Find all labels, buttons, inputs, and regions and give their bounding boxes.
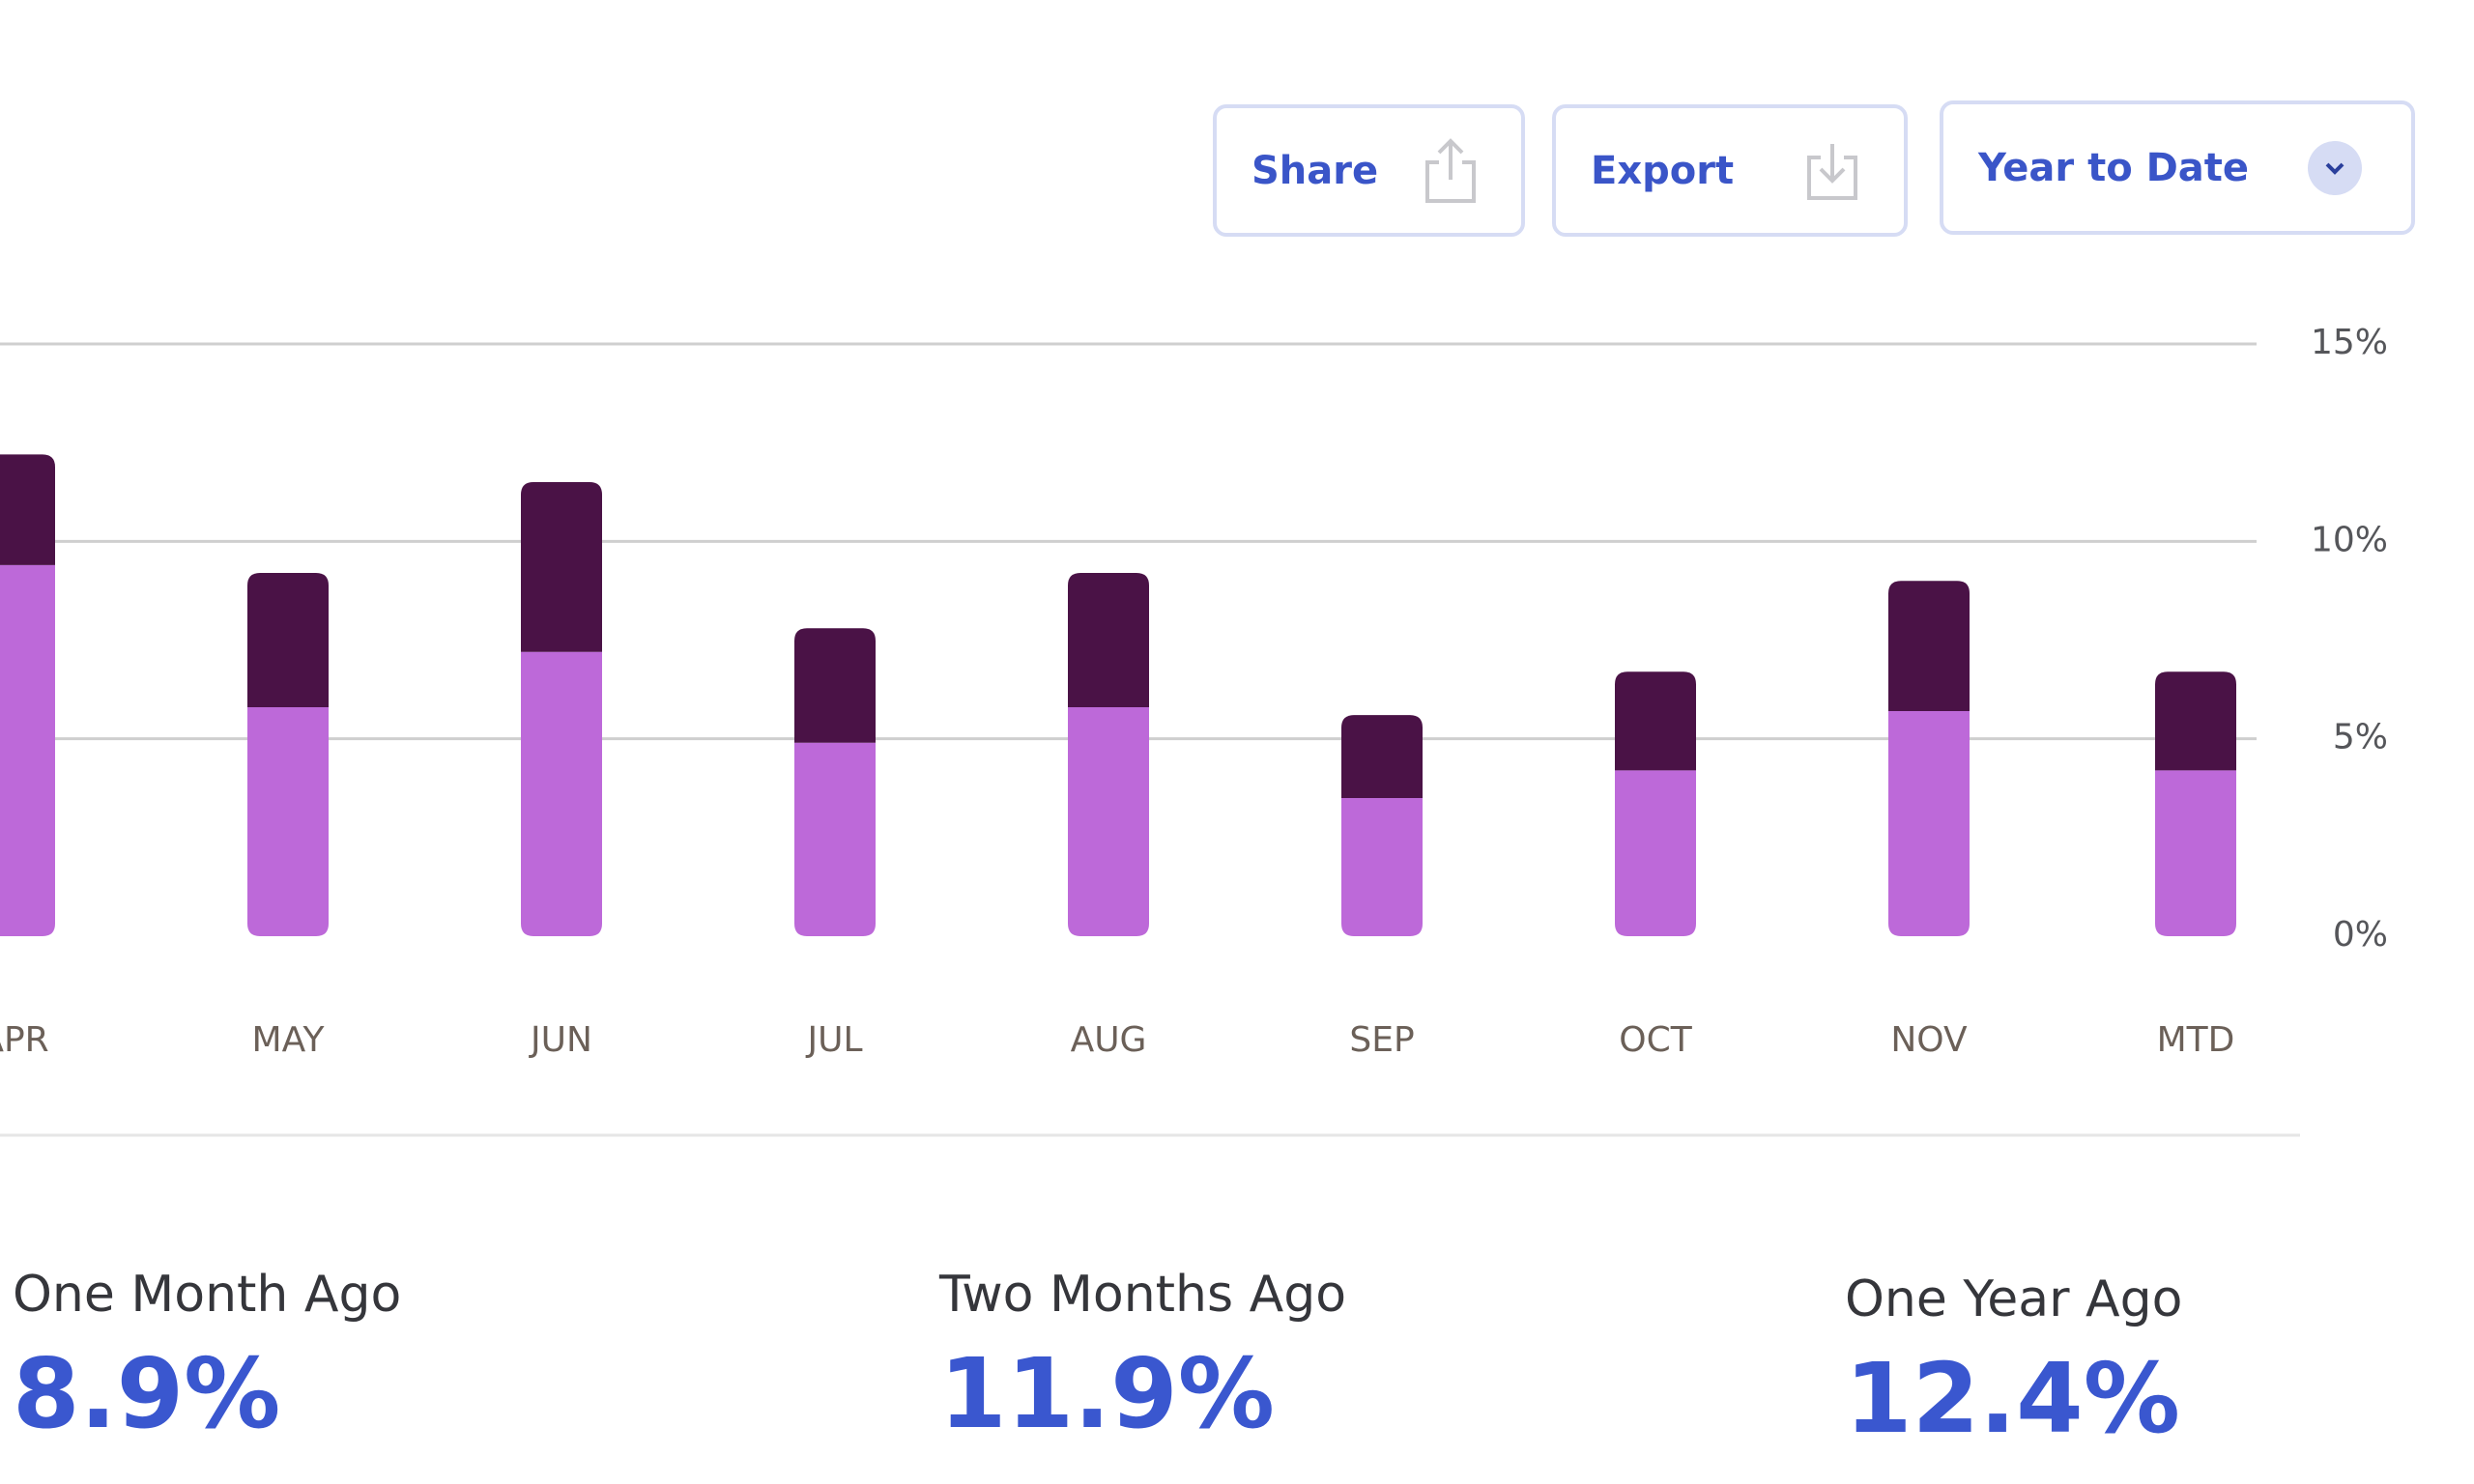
x-tick-label: MTD (2157, 1020, 2235, 1060)
bar-segment (1341, 715, 1423, 798)
period-label: Year to Date (1978, 145, 2250, 190)
bar-segment (1888, 711, 1970, 936)
x-tick-label: MAY (252, 1020, 326, 1060)
bar-segment (247, 706, 329, 936)
stat-label: One Year Ago (1845, 1270, 2183, 1328)
period-dropdown[interactable]: Year to Date (1940, 100, 2415, 235)
x-tick-label: OCT (1619, 1020, 1692, 1060)
y-tick-label: 5% (2333, 718, 2388, 757)
stat-one-month: One Month Ago 8.9% (13, 1266, 401, 1450)
y-tick-label: 15% (2311, 323, 2388, 362)
y-tick-label: 10% (2311, 520, 2388, 559)
bar-segment (521, 482, 602, 652)
stat-label: One Month Ago (13, 1266, 402, 1324)
bar-segment (1615, 671, 1696, 771)
bar-segment (247, 573, 329, 707)
bar-segment (0, 564, 55, 936)
bar-segment (794, 628, 876, 743)
bar-segment (2155, 770, 2236, 936)
bar-segment (1341, 797, 1423, 936)
x-tick-label: JUN (529, 1020, 592, 1060)
bar-segment (2155, 671, 2236, 771)
bar-segment (0, 454, 55, 565)
bar-segment (1615, 770, 1696, 936)
x-tick-label: NOV (1890, 1020, 1968, 1060)
stat-one-year: One Year Ago 12.4% (1845, 1270, 2182, 1455)
x-tick-label: APR (0, 1020, 49, 1060)
stat-two-months: Two Months Ago 11.9% (939, 1266, 1346, 1450)
bar-segment (794, 742, 876, 936)
y-tick-label: 0% (2333, 915, 2388, 955)
share-button[interactable]: Share (1213, 104, 1525, 237)
export-icon (1807, 143, 1857, 200)
export-label: Export (1591, 148, 1735, 193)
x-tick-label: SEP (1349, 1020, 1414, 1060)
stat-label: Two Months Ago (939, 1266, 1347, 1324)
x-tick-label: AUG (1071, 1020, 1147, 1060)
stat-value: 12.4% (1845, 1342, 2180, 1455)
export-button[interactable]: Export (1552, 104, 1908, 237)
dropdown-chevron (2308, 140, 2362, 195)
bar-segment (1888, 581, 1970, 712)
stat-value: 11.9% (939, 1337, 1275, 1450)
x-tick-label: JUL (805, 1020, 862, 1060)
share-label: Share (1251, 148, 1379, 193)
bar-segment (521, 651, 602, 936)
share-icon (1425, 137, 1476, 203)
bar-segment (1068, 706, 1149, 936)
bar-segment (1068, 573, 1149, 707)
stat-value: 8.9% (13, 1337, 281, 1450)
